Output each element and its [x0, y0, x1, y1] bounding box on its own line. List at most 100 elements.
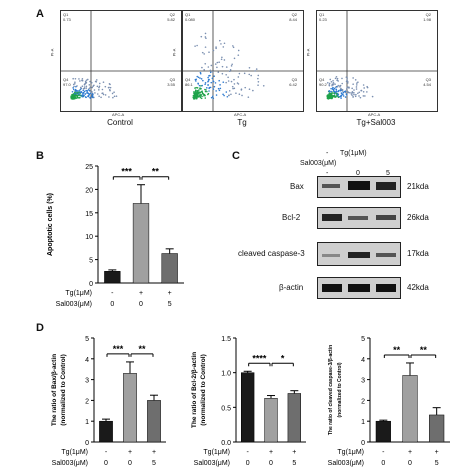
flow-plot-title: Tg+Sal003 [356, 118, 396, 127]
treatment-row-label: Sal003(μM) [56, 301, 92, 308]
blot-label-actin: β-actin [279, 283, 304, 292]
quadrant-q3-label: Q3 [291, 77, 297, 82]
treatment-value: + [152, 449, 156, 456]
significance-stars: ** [420, 345, 428, 355]
quadrant-q3-label: Q3 [169, 77, 175, 82]
panel-letter-a: A [36, 8, 44, 20]
treatment-value: 5 [152, 460, 156, 467]
y-tick-label: 0.0 [221, 440, 231, 447]
treatment-value: 0 [269, 460, 273, 467]
blot-label-caspase3: cleaved caspase-3 [238, 249, 305, 258]
y-tick-label: 1 [361, 419, 365, 426]
quadrant-q3-value: 4.54 [423, 82, 431, 87]
blot-band-actin [317, 277, 401, 299]
quadrant-q3-value: 6.42 [289, 82, 297, 87]
blot-kda-bcl2: 26kda [407, 213, 429, 222]
bar [123, 373, 137, 443]
y-tick-label: 3 [361, 378, 365, 385]
bar [104, 271, 121, 284]
treatment-row-label: Tg(1μM) [61, 449, 88, 456]
bar [287, 393, 301, 443]
quadrant-q2-label: Q2 [291, 12, 297, 17]
treatment-row-label: Tg(1μM) [203, 449, 230, 456]
blot-sal-val-3: 5 [386, 170, 390, 177]
quadrant-q4-value: 97.0 [63, 82, 71, 87]
treatment-value: + [269, 449, 273, 456]
bar [429, 414, 445, 443]
significance-stars: * [281, 353, 285, 363]
quadrant-q2-value: 1.98 [423, 17, 431, 22]
y-tick-label: 15 [85, 211, 93, 218]
y-axis-label: The ratio of Bax/β-actin [51, 354, 58, 426]
treatment-value: 5 [435, 460, 439, 467]
y-tick-label: 2 [85, 398, 89, 405]
y-tick-label: 25 [85, 164, 93, 171]
y-tick-label: 5 [85, 336, 89, 343]
flow-plot-1: Q1 0.73 Q2 5.82 Q3 3.55 Q4 97.0 [60, 10, 182, 112]
quadrant-q2-label: Q2 [169, 12, 175, 17]
y-tick-label: 1.0 [221, 371, 231, 378]
y-tick-label: 4 [85, 357, 89, 364]
flow-plot-title: Control [107, 118, 133, 127]
treatment-value: - [246, 449, 249, 456]
blot-band-bax [317, 176, 401, 198]
flow-y-axis-label: PI-A [49, 48, 55, 57]
panel-letter-c: C [232, 150, 240, 162]
treatment-value: 0 [408, 460, 412, 467]
significance-stars: ** [152, 167, 160, 177]
bar-chart-bax-ratio: 0 1 2 3 4 5 The ratio of Bax/β-actin (normalize… [51, 336, 166, 467]
treatment-value: 0 [104, 460, 108, 467]
blot-label-bcl2: Bcl-2 [282, 213, 301, 222]
flow-plot-2: Q1 0.080 Q2 8.44 Q3 6.42 Q4 86.1 [182, 10, 304, 112]
blot-band-bcl2 [317, 207, 401, 229]
blot-tg-val-1: - [326, 150, 329, 157]
flow-x-axis-label: APC-A [112, 112, 125, 117]
quadrant-q4-label: Q4 [185, 77, 191, 82]
blot-label-bax: Bax [290, 182, 304, 191]
y-tick-label: 2 [361, 398, 365, 405]
y-tick-label: 5 [89, 258, 93, 265]
bar [241, 372, 255, 443]
panel-letter-b: B [36, 150, 44, 162]
bar [147, 400, 161, 443]
y-axis-label: (normalized to Control) [200, 354, 207, 426]
y-tick-label: 0.5 [221, 405, 231, 412]
treatment-row-label: Sal003(μM) [52, 460, 88, 467]
treatment-value: 5 [292, 460, 296, 467]
blot-kda-bax: 21kda [407, 182, 429, 191]
bar [161, 253, 178, 284]
treatment-value: 0 [139, 301, 143, 308]
treatment-value: + [292, 449, 296, 456]
y-tick-label: 0 [361, 440, 365, 447]
y-axis-label: (normalized to Control) [337, 362, 343, 417]
quadrant-q1-label: Q1 [185, 12, 191, 17]
significance-stars: ** [138, 344, 146, 354]
y-tick-label: 10 [85, 234, 93, 241]
flow-y-axis-label: PI-A [305, 48, 311, 57]
treatment-value: - [382, 449, 385, 456]
y-tick-label: 1 [85, 419, 89, 426]
quadrant-q2-label: Q2 [425, 12, 431, 17]
significance-stars: *** [121, 167, 132, 177]
quadrant-q3-label: Q3 [425, 77, 431, 82]
treatment-value: + [128, 449, 132, 456]
quadrant-q4-label: Q4 [63, 77, 69, 82]
treatment-value: - [105, 449, 108, 456]
quadrant-q4-label: Q4 [319, 77, 325, 82]
quadrant-q4-value: 90.2 [319, 82, 327, 87]
bar [132, 203, 150, 284]
flow-y-axis-label: PI-A [171, 48, 177, 57]
quadrant-q3-value: 3.55 [167, 82, 175, 87]
quadrant-q1-value: 0.080 [185, 17, 196, 22]
treatment-value: + [408, 449, 412, 456]
quadrant-q1-value: 0.73 [63, 17, 71, 22]
quadrant-q2-value: 8.44 [289, 17, 297, 22]
y-tick-label: 1.5 [221, 336, 231, 343]
treatment-value: + [435, 449, 439, 456]
y-axis-label: The ratio of cleaved caspase-3/β-actin [328, 345, 334, 435]
quadrant-q4-value: 86.1 [185, 82, 193, 87]
treatment-row-label: Tg(1μM) [65, 290, 92, 297]
treatment-value: + [168, 290, 172, 297]
blot-sal-val-1: - [326, 170, 329, 177]
